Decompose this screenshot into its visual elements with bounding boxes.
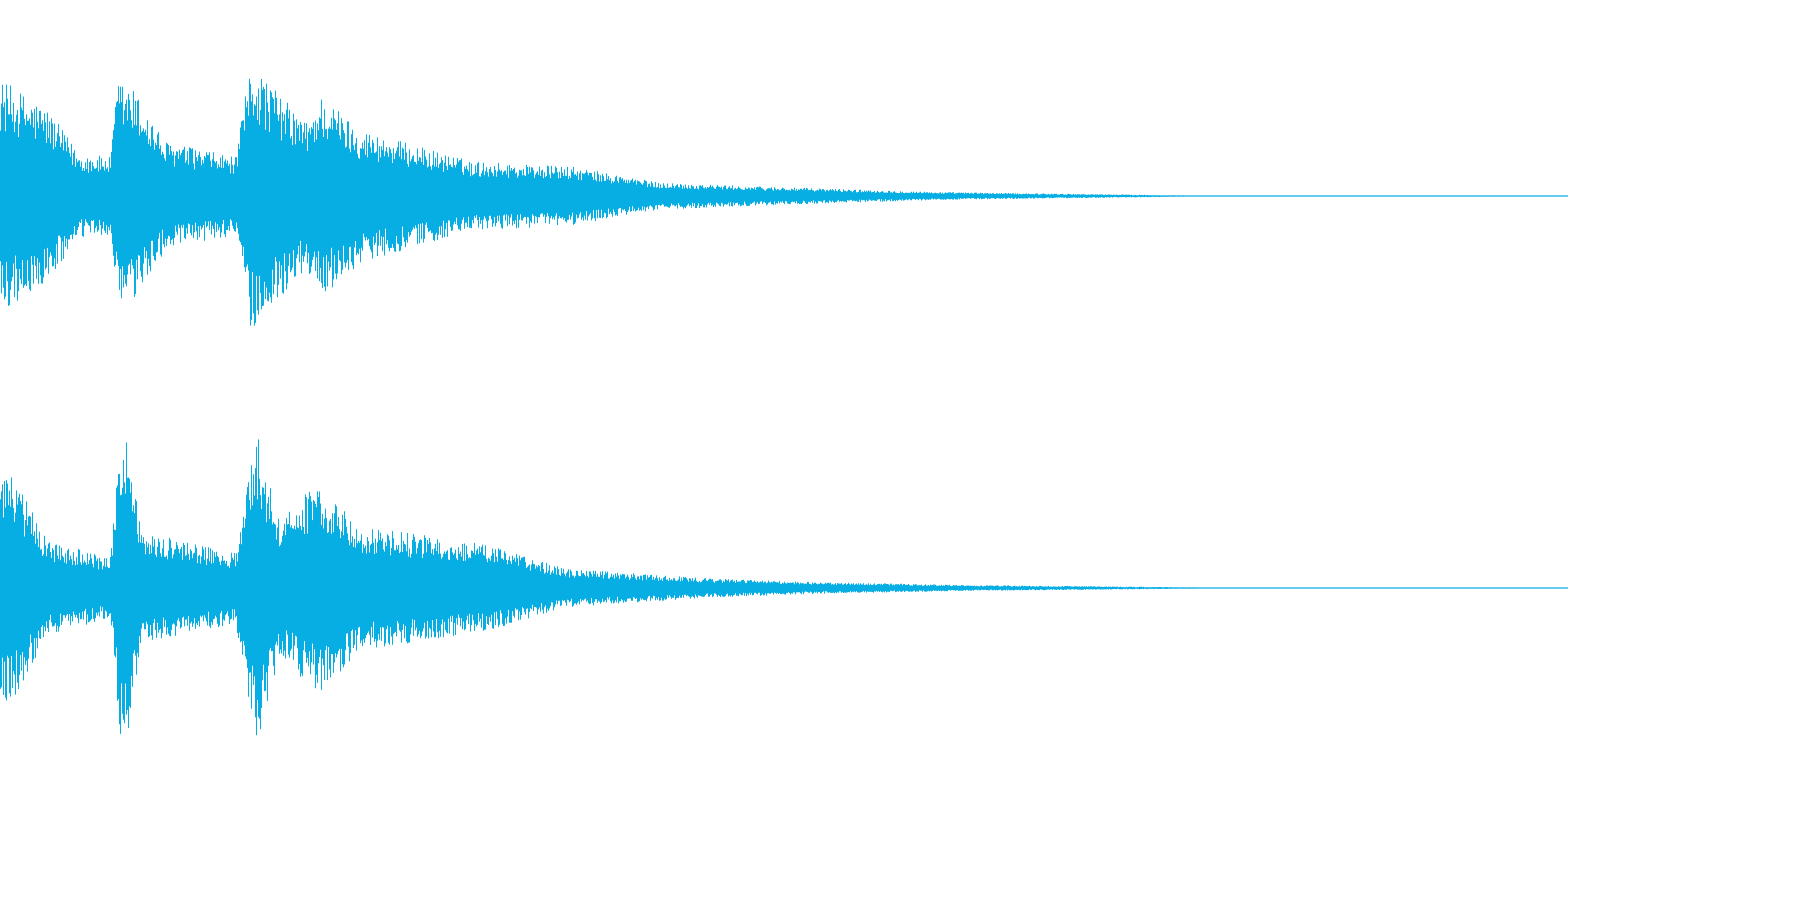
- channel-1-samples: [0, 78, 1568, 326]
- channel-2-waveform[interactable]: [0, 439, 1568, 736]
- channel-1-waveform[interactable]: [0, 78, 1568, 326]
- waveform-view[interactable]: [0, 0, 1568, 900]
- waveform-canvas[interactable]: [0, 0, 1568, 900]
- channel-2-samples: [0, 439, 1568, 736]
